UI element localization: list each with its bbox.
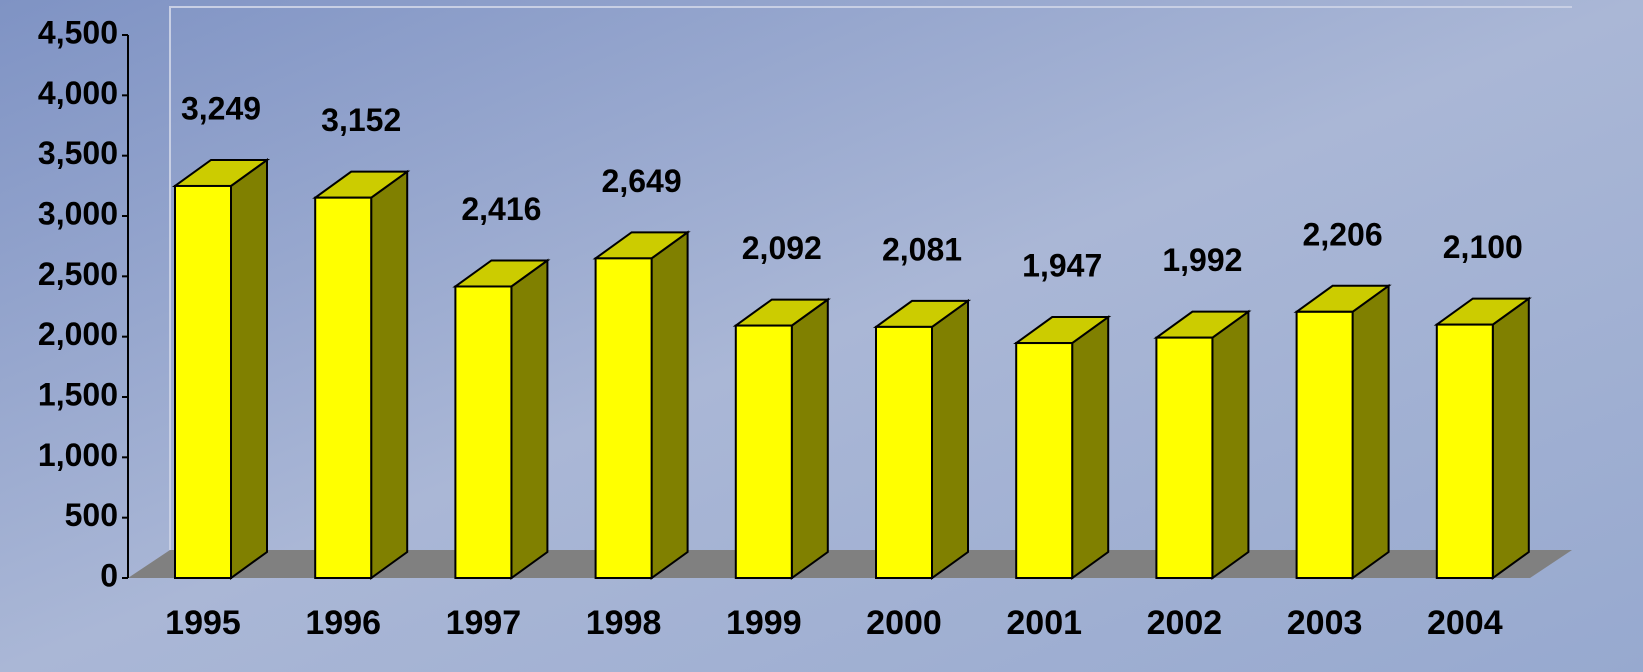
bar-side [1211, 309, 1250, 580]
x-tick-label: 2004 [1427, 604, 1503, 642]
back-wall [169, 6, 1572, 550]
x-tick-label: 1999 [726, 604, 802, 642]
value-label: 3,152 [321, 102, 401, 138]
bar [1155, 336, 1214, 579]
value-label: 2,081 [882, 231, 962, 267]
bar [1015, 342, 1074, 580]
bar-side [370, 169, 409, 580]
x-tick-label: 2002 [1147, 604, 1223, 642]
value-label: 2,092 [742, 230, 822, 266]
y-tick-label: 0 [100, 557, 118, 593]
bar [174, 184, 232, 579]
y-tick-label: 3,500 [38, 135, 118, 171]
x-tick-label: 2003 [1287, 604, 1363, 642]
bar-side [1491, 296, 1530, 580]
bar [314, 196, 373, 579]
x-tick-label: 2001 [1006, 604, 1082, 642]
value-label: 2,100 [1443, 229, 1523, 265]
bar [454, 285, 513, 579]
bar-side [790, 297, 829, 580]
y-tick-label: 3,000 [38, 195, 118, 231]
value-label: 1,992 [1162, 242, 1242, 278]
x-tick-label: 2000 [866, 604, 942, 642]
x-tick-label: 1998 [586, 604, 662, 642]
bar [1435, 323, 1494, 579]
bar [1295, 310, 1354, 579]
bar-side [1071, 315, 1110, 580]
y-tick-label: 2,500 [38, 256, 118, 292]
bar-side [931, 298, 969, 580]
y-tick-label: 1,500 [38, 376, 118, 412]
x-tick-label: 1997 [446, 604, 522, 642]
bar [734, 324, 793, 579]
y-tick-label: 4,000 [38, 75, 118, 111]
y-tick-label: 500 [65, 497, 118, 533]
value-label: 2,416 [461, 191, 541, 227]
bar [875, 325, 933, 579]
x-tick-label: 1996 [305, 604, 381, 642]
bar-side [1351, 283, 1390, 580]
y-tick-label: 4,500 [38, 14, 118, 50]
bar-side [230, 157, 268, 580]
x-tick-label: 1995 [165, 604, 241, 642]
y-tick-label: 2,000 [38, 316, 118, 352]
value-label: 1,947 [1022, 248, 1102, 284]
bar-side [510, 258, 549, 580]
value-label: 3,249 [181, 90, 261, 126]
value-label: 2,206 [1303, 216, 1383, 252]
bar [594, 257, 653, 579]
value-label: 2,649 [602, 163, 682, 199]
y-tick-label: 1,000 [38, 437, 118, 473]
bar-side [650, 230, 689, 580]
